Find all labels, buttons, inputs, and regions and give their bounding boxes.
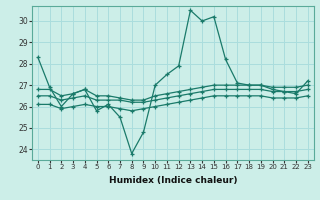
X-axis label: Humidex (Indice chaleur): Humidex (Indice chaleur): [108, 176, 237, 185]
